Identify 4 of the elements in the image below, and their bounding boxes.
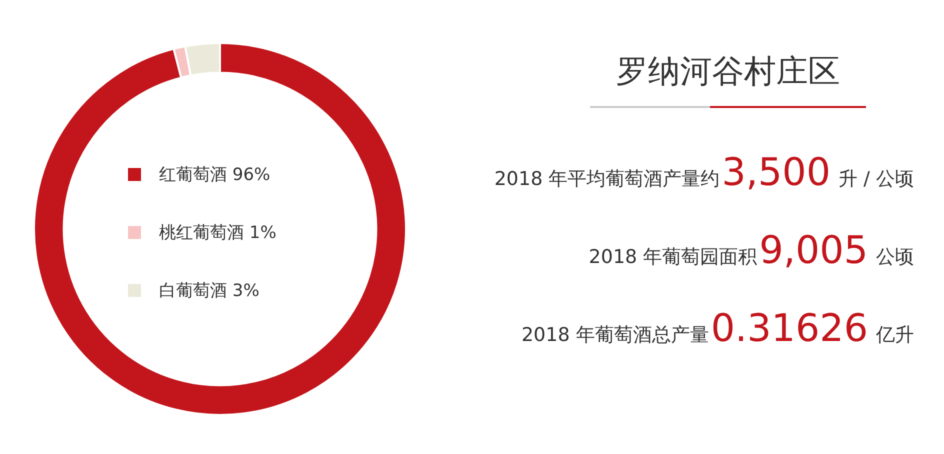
text: 罗纳河谷村庄区 xyxy=(590,50,866,108)
legend-label: 红葡萄酒 96% xyxy=(159,164,270,186)
legend-label: 白葡萄酒 3% xyxy=(159,280,260,302)
legend-label: 桃红葡萄酒 1% xyxy=(159,222,276,244)
